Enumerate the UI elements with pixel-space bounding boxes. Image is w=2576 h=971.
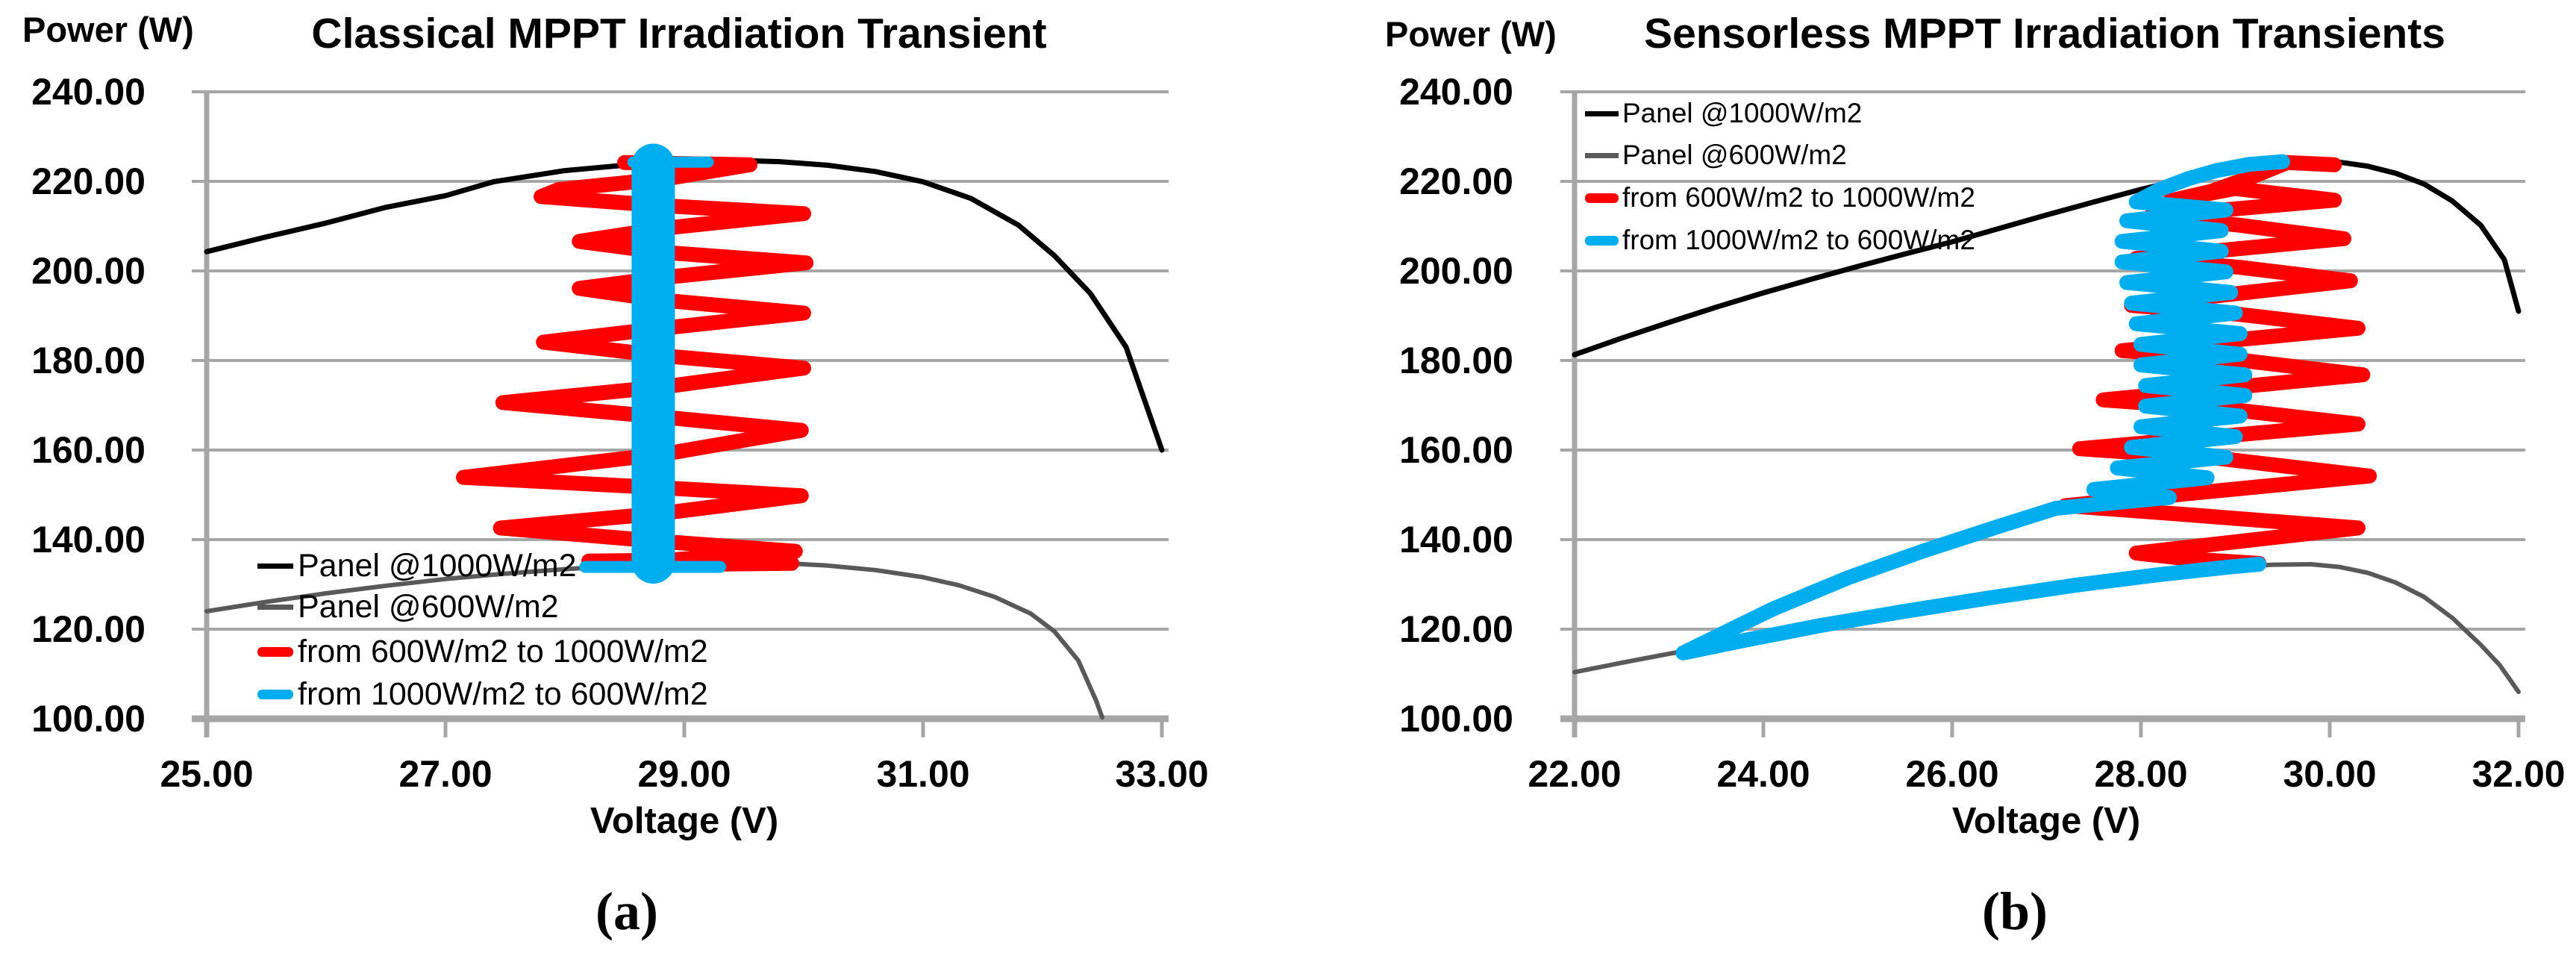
y-tick-label: 160.00 — [1399, 429, 1513, 471]
x-tick-label: 22.00 — [1528, 753, 1622, 795]
x-tick-label: 26.00 — [1905, 753, 1999, 795]
legend-label: from 600W/m2 to 1000W/m2 — [298, 633, 708, 669]
legend-label: from 1000W/m2 to 600W/m2 — [298, 675, 708, 712]
x-tick-label: 24.00 — [1716, 753, 1810, 795]
y-tick-label: 220.00 — [1399, 160, 1513, 202]
series-panel-1000w-m2 — [1572, 157, 2522, 358]
y-axis-title-b: Power (W) — [1385, 14, 1557, 54]
y-tick-label: 200.00 — [31, 250, 146, 292]
caption-b: (b) — [1982, 881, 2048, 941]
y-tick-label: 220.00 — [31, 160, 146, 202]
legend-item-panel-600: Panel @600W/m2 — [1585, 137, 1847, 173]
x-tick-label: 30.00 — [2283, 753, 2377, 795]
legend-label: Panel @1000W/m2 — [1622, 98, 1863, 128]
y-tick-label: 100.00 — [31, 698, 146, 740]
y-tick-label: 180.00 — [31, 340, 146, 381]
y-tick-label: 160.00 — [31, 429, 146, 471]
y-tick-label: 180.00 — [1399, 340, 1513, 381]
caption-a: (a) — [595, 881, 658, 941]
x-tick-label: 29.00 — [637, 753, 731, 795]
y-tick-label: 240.00 — [31, 71, 146, 113]
legend-label: from 1000W/m2 to 600W/m2 — [1622, 225, 1975, 255]
chart-title-b: Sensorless MPPT Irradiation Transients — [1644, 10, 2445, 57]
transient-down-swatch — [257, 689, 293, 699]
series-from-1000w-m2-to-600w-m2 — [1675, 154, 2290, 661]
legend-item-panel-600: Panel @600W/m2 — [257, 582, 559, 631]
panel-1000-swatch — [1585, 110, 1619, 116]
y-axis-title-a: Power (W) — [22, 10, 194, 49]
legend-label: Panel @600W/m2 — [1622, 140, 1847, 170]
x-axis-title-b: Voltage (V) — [1951, 801, 2141, 841]
legend-label: Panel @1000W/m2 — [298, 547, 577, 584]
x-tick-label: 25.00 — [160, 753, 254, 795]
x-tick-label: 28.00 — [2094, 753, 2188, 795]
x-tick-label: 32.00 — [2472, 753, 2566, 795]
legend-label: Panel @600W/m2 — [298, 588, 559, 625]
y-tick-label: 140.00 — [31, 519, 146, 561]
panel-600-swatch — [1585, 152, 1619, 158]
panel-600-swatch — [257, 604, 293, 610]
legend-item-transient-up: from 600W/m2 to 1000W/m2 — [257, 627, 708, 676]
y-tick-label: 140.00 — [1399, 519, 1513, 561]
legend-label: from 600W/m2 to 1000W/m2 — [1622, 182, 1975, 213]
transient-down-swatch — [1585, 235, 1619, 246]
y-tick-label: 120.00 — [1399, 608, 1513, 650]
y-tick-label: 100.00 — [1399, 698, 1513, 740]
x-axis-title-a: Voltage (V) — [590, 801, 779, 841]
legend-item-transient-down: from 1000W/m2 to 600W/m2 — [257, 669, 708, 719]
y-tick-label: 200.00 — [1399, 250, 1513, 292]
chart-title-a: Classical MPPT Irradiation Transient — [311, 10, 1047, 57]
transient-up-swatch — [257, 646, 293, 657]
y-tick-label: 120.00 — [31, 608, 146, 650]
legend-item-panel-1000: Panel @1000W/m2 — [257, 541, 577, 590]
legend-item-transient-up: from 600W/m2 to 1000W/m2 — [1585, 180, 1975, 216]
transient-up-swatch — [1585, 193, 1619, 203]
x-tick-label: 33.00 — [1115, 753, 1209, 795]
y-tick-label: 240.00 — [1399, 71, 1513, 113]
legend-item-transient-down: from 1000W/m2 to 600W/m2 — [1585, 222, 1975, 258]
x-tick-label: 27.00 — [398, 753, 493, 795]
legend-item-panel-1000: Panel @1000W/m2 — [1585, 96, 1862, 131]
x-tick-label: 31.00 — [876, 753, 970, 795]
panel-1000-swatch — [257, 563, 293, 569]
